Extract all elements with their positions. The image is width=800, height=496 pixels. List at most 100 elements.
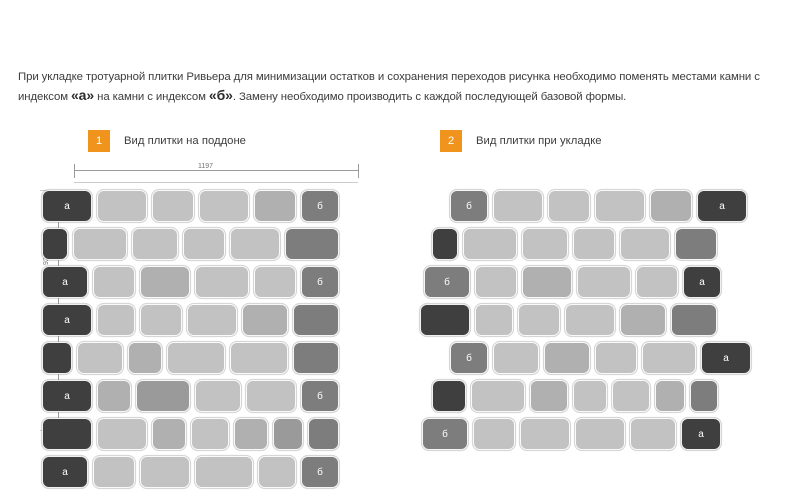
- paving-stone: [530, 380, 568, 412]
- paving-stone: б: [450, 190, 488, 222]
- paving-stone: б: [422, 418, 468, 450]
- stone-label-b: б: [317, 390, 323, 402]
- tile-diagram-pallet: а б а б а а б а б: [40, 160, 380, 488]
- paving-stone: [518, 304, 560, 336]
- paving-stone: [234, 418, 268, 450]
- paving-stone: [230, 228, 280, 260]
- paving-stone: [152, 190, 194, 222]
- paving-stone: [671, 304, 717, 336]
- paving-stone: [548, 190, 590, 222]
- paving-stone: [475, 304, 513, 336]
- paving-stone: б: [301, 456, 339, 488]
- paving-stone: [140, 304, 182, 336]
- paving-stone: [690, 380, 718, 412]
- paving-stone: [77, 342, 123, 374]
- stone-label-b: б: [466, 200, 472, 212]
- paving-stone: [136, 380, 190, 412]
- paving-stone: [595, 190, 645, 222]
- paving-stone: б: [450, 342, 488, 374]
- paving-stone: [475, 266, 517, 298]
- paving-stone: [97, 418, 147, 450]
- stone-label-a: а: [62, 276, 68, 288]
- paving-stone: [42, 228, 68, 260]
- stone-label-b: б: [444, 276, 450, 288]
- stone-label-b: б: [317, 466, 323, 478]
- paving-stone: [42, 418, 92, 450]
- paving-stone: [573, 228, 615, 260]
- paving-stone: [97, 380, 131, 412]
- paving-stone: [273, 418, 303, 450]
- paving-stone: [254, 266, 296, 298]
- paving-stone: [612, 380, 650, 412]
- tile-diagram-laid: б а б а б а б а: [420, 160, 782, 450]
- paving-stone: [93, 456, 135, 488]
- stone-label-a: а: [62, 466, 68, 478]
- paving-stone: [493, 342, 539, 374]
- paving-stone: а: [681, 418, 721, 450]
- paving-stone: а: [701, 342, 751, 374]
- paving-stone: [655, 380, 685, 412]
- section-number-badge-2: 2: [440, 130, 462, 152]
- intro-text-part-1: При укладке тротуарной плитки Ривьера дл…: [18, 71, 760, 103]
- paving-stone: [675, 228, 717, 260]
- index-a-inline: «а»: [71, 86, 95, 103]
- paving-stone: [522, 228, 568, 260]
- section-caption-laid: 2 Вид плитки при укладке: [440, 130, 602, 152]
- paving-stone: [620, 228, 670, 260]
- paving-stone: [432, 228, 458, 260]
- paving-stone: [595, 342, 637, 374]
- width-dimension-tick-right: [358, 164, 359, 178]
- paving-stone: [420, 304, 470, 336]
- paving-stone: [97, 190, 147, 222]
- paving-stone: [473, 418, 515, 450]
- stone-label-a: а: [723, 352, 729, 364]
- paving-stone: [522, 266, 572, 298]
- paving-stone: [195, 380, 241, 412]
- paving-stone: [140, 266, 190, 298]
- paving-stone: а: [42, 190, 92, 222]
- paving-stone: [285, 228, 339, 260]
- paving-stone: [187, 304, 237, 336]
- stone-label-a: а: [719, 200, 725, 212]
- section-number-badge-1: 1: [88, 130, 110, 152]
- paving-stone: [620, 304, 666, 336]
- paving-stone: [195, 456, 253, 488]
- paving-stone: [93, 266, 135, 298]
- stone-label-b: б: [466, 352, 472, 364]
- paving-stone: [471, 380, 525, 412]
- stone-label-a: а: [64, 314, 70, 326]
- paving-stone: [167, 342, 225, 374]
- section-caption-pallet: 1 Вид плитки на поддоне: [88, 130, 246, 152]
- paving-stone: [308, 418, 339, 450]
- paving-stone: [630, 418, 676, 450]
- paving-stone: б: [301, 266, 339, 298]
- paving-stone: [650, 190, 692, 222]
- paving-stone: б: [424, 266, 470, 298]
- intro-text-part-2: на камни с индексом: [94, 90, 209, 103]
- paving-stone: [195, 266, 249, 298]
- paving-stone: [199, 190, 249, 222]
- stone-label-b: б: [317, 276, 323, 288]
- stone-label-a: а: [698, 428, 704, 440]
- paving-stone: [254, 190, 296, 222]
- paving-stone: а: [42, 266, 88, 298]
- width-dimension-tick-left: [74, 164, 75, 178]
- paving-stone: [575, 418, 625, 450]
- paving-stone: [573, 380, 607, 412]
- paving-stone: [140, 456, 190, 488]
- paving-stone: [152, 418, 186, 450]
- paving-stone: [258, 456, 296, 488]
- paving-stone: [246, 380, 296, 412]
- paving-stone: а: [42, 380, 92, 412]
- section-label-laid: Вид плитки при укладке: [476, 135, 602, 147]
- paving-stone: [97, 304, 135, 336]
- paving-stone: [544, 342, 590, 374]
- paving-stone: [293, 304, 339, 336]
- paving-stone: [42, 342, 72, 374]
- width-dimension-line: [74, 170, 358, 171]
- intro-text-part-3: . Замену необходимо производить с каждой…: [232, 90, 627, 103]
- paving-stone: [73, 228, 127, 260]
- paving-stone: [132, 228, 178, 260]
- paving-stone: [242, 304, 288, 336]
- paving-stone: [463, 228, 517, 260]
